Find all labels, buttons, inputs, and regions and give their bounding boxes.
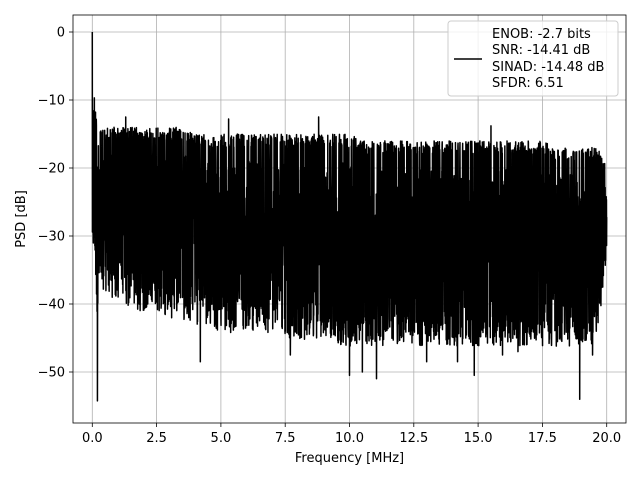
- x-tick-label: 0.0: [82, 431, 103, 446]
- x-tick-label: 17.5: [528, 431, 557, 446]
- y-tick-label: −50: [38, 366, 65, 381]
- plot-area: [91, 31, 608, 402]
- x-tick-label: 15.0: [464, 431, 493, 446]
- legend-box: [447, 20, 619, 97]
- legend-sinad: SINAD: -14.48 dB: [492, 60, 604, 75]
- y-axis-ticks: 0 −10 −20 −30 −40 −50: [38, 26, 73, 381]
- y-tick-label: −30: [38, 230, 65, 245]
- x-tick-label: 20.0: [592, 431, 621, 446]
- legend-sfdr: SFDR: 6.51: [492, 76, 564, 91]
- y-tick-label: −40: [38, 298, 65, 313]
- psd-series-line: [91, 31, 608, 402]
- x-axis-ticks: 0.0 2.5 5.0 7.5 10.0 12.5 15.0 17.5 20.0: [82, 423, 621, 446]
- legend-snr: SNR: -14.41 dB: [492, 43, 590, 58]
- y-tick-label: 0: [57, 26, 65, 41]
- legend: ENOB: -2.7 bits SNR: -14.41 dB SINAD: -1…: [447, 20, 619, 97]
- y-tick-label: −20: [38, 162, 65, 177]
- x-tick-label: 2.5: [146, 431, 167, 446]
- x-tick-label: 7.5: [275, 431, 296, 446]
- y-axis-label: PSD [dB]: [14, 190, 29, 248]
- x-axis-label: Frequency [MHz]: [295, 451, 404, 466]
- x-tick-label: 12.5: [399, 431, 428, 446]
- x-tick-label: 5.0: [211, 431, 232, 446]
- legend-enob: ENOB: -2.7 bits: [492, 27, 591, 42]
- y-tick-label: −10: [38, 94, 65, 109]
- x-tick-label: 10.0: [335, 431, 364, 446]
